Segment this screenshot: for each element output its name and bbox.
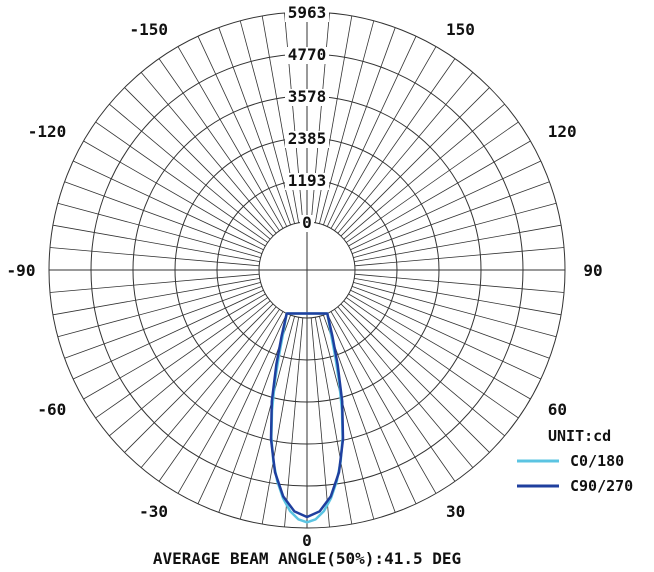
polar-spoke — [83, 140, 266, 247]
polar-spoke — [337, 306, 474, 468]
polar-spoke — [140, 72, 277, 234]
radial-label-bg — [300, 215, 314, 232]
radial-label-bg — [285, 88, 329, 106]
radial-label-bg — [285, 131, 329, 149]
angle-label: 120 — [548, 122, 577, 141]
polar-spoke — [310, 317, 330, 528]
label-layer: 0 1193 2385 3578 4770 5963 -150 150 -120 120 -90 90… — [7, 3, 603, 550]
polar-spoke — [140, 306, 277, 468]
polar-spoke — [95, 121, 268, 243]
polar-spoke — [177, 46, 284, 229]
radial-label-bg — [285, 172, 329, 190]
polar-spoke — [346, 297, 519, 419]
polar-spoke — [177, 311, 284, 494]
angle-label: -90 — [7, 261, 36, 280]
legend-unit-label: UNIT:cd — [548, 427, 611, 445]
angle-label: -150 — [129, 20, 168, 39]
radial-tick-label: 4770 — [288, 45, 327, 64]
polar-spoke — [109, 300, 271, 437]
polar-spoke — [284, 317, 304, 528]
polar-spoke — [52, 224, 260, 263]
angle-label: 0 — [302, 531, 312, 550]
polar-spoke — [354, 277, 562, 316]
radial-label-bg — [285, 5, 329, 22]
polar-spoke — [337, 72, 474, 234]
polar-spoke — [109, 103, 271, 240]
series-curve-c90-270 — [269, 312, 345, 519]
polar-spoke — [158, 309, 280, 482]
polar-spoke — [57, 202, 261, 258]
polar-spoke — [323, 27, 396, 226]
polar-spoke — [334, 309, 456, 482]
polar-spoke — [343, 300, 505, 437]
series-layer — [269, 312, 345, 524]
polar-spoke — [314, 317, 353, 525]
polar-spoke — [158, 58, 280, 231]
polar-spoke — [348, 293, 531, 400]
polar-spoke — [346, 121, 519, 243]
polar-spoke — [218, 27, 291, 226]
polar-spoke — [73, 289, 264, 380]
polar-spoke — [354, 224, 562, 263]
polar-spoke — [95, 297, 268, 419]
angle-label: 30 — [446, 502, 465, 521]
polar-spoke — [73, 160, 264, 251]
polar-spoke — [340, 87, 490, 237]
polar-spoke — [124, 303, 274, 453]
polar-spoke — [330, 311, 437, 494]
polar-spoke — [354, 247, 565, 267]
legend: UNIT:cd C0/180 C90/270 — [517, 427, 633, 495]
polar-spoke — [261, 317, 300, 525]
polar-spoke — [334, 58, 456, 231]
polar-spoke — [348, 140, 531, 247]
radial-tick-label: 0 — [302, 213, 312, 232]
polar-spoke — [326, 313, 417, 504]
polar-spoke — [354, 273, 565, 293]
beam-angle-caption: AVERAGE BEAM ANGLE(50%):41.5 DEG — [153, 549, 461, 568]
angle-label: 90 — [583, 261, 602, 280]
legend-label-c0-180: C0/180 — [570, 452, 624, 470]
polar-spoke — [239, 316, 295, 520]
legend-label-c90-270: C90/270 — [570, 477, 633, 495]
polar-spoke — [197, 36, 288, 227]
radial-tick-label: 1193 — [288, 171, 327, 190]
angle-label: -120 — [28, 122, 67, 141]
angle-label: -60 — [37, 400, 66, 419]
polar-spoke — [326, 36, 417, 227]
polar-spoke — [64, 181, 263, 254]
radial-tick-label: 3578 — [288, 87, 327, 106]
polar-spoke — [351, 286, 550, 359]
angle-label: 60 — [548, 400, 567, 419]
radial-tick-label: 5963 — [288, 3, 327, 22]
polar-spoke — [353, 202, 557, 258]
polar-spoke — [197, 313, 288, 504]
polar-spoke — [49, 247, 260, 267]
radial-tick-label: 2385 — [288, 129, 327, 148]
polar-spoke — [340, 303, 490, 453]
polar-spoke — [353, 282, 557, 338]
polar-spoke — [64, 286, 263, 359]
polar-spoke — [83, 293, 266, 400]
polar-spoke — [52, 277, 260, 316]
polar-spoke — [343, 103, 505, 240]
polar-spoke — [124, 87, 274, 237]
polar-spoke — [57, 282, 261, 338]
polar-spoke — [350, 160, 541, 251]
polar-spoke — [350, 289, 541, 380]
polar-spoke — [351, 181, 550, 254]
angle-label: -30 — [139, 502, 168, 521]
angle-label: 150 — [446, 20, 475, 39]
polar-spoke — [319, 316, 375, 520]
polar-spoke — [49, 273, 260, 293]
polar-spoke — [330, 46, 437, 229]
radial-label-bg — [285, 47, 329, 65]
